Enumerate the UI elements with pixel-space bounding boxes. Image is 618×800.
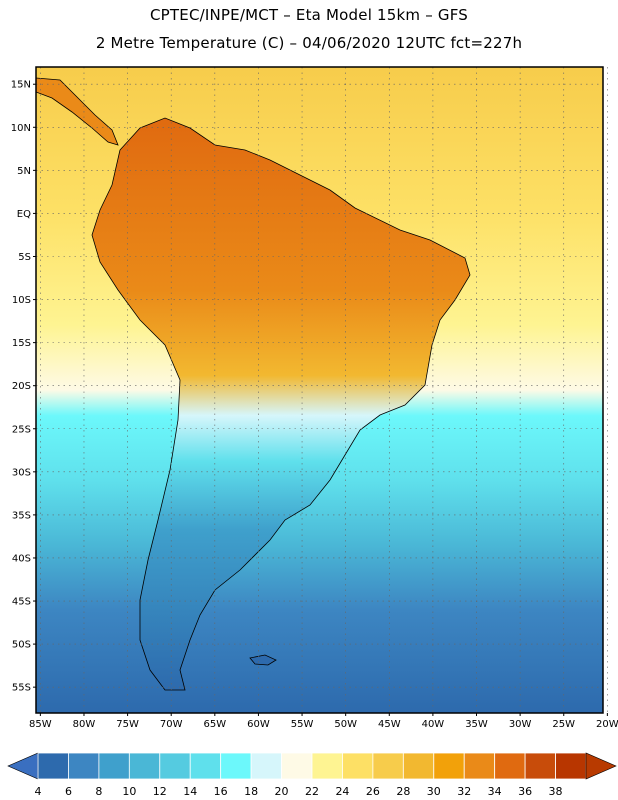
falkland-islands: [249, 654, 277, 666]
colorbar-swatch: [159, 752, 191, 780]
colorbar-tick-label: 6: [65, 785, 72, 798]
colorbar-swatch: [372, 752, 404, 780]
colorbar-tick-label: 32: [457, 785, 471, 798]
colorbar-tick-label: 26: [366, 785, 380, 798]
colorbar-swatch: [128, 752, 161, 780]
lat-tick-label: 40S: [12, 553, 31, 564]
colorbar-tick-label: 12: [153, 785, 167, 798]
colorbar-tick-label: 34: [488, 785, 502, 798]
lat-tick-label: 15S: [12, 338, 31, 349]
colorbar-swatch: [494, 752, 526, 780]
lat-tick-label: 15N: [11, 80, 31, 91]
longitude-labels: 85W 80W 75W 70W 65W 60W 55W 50W 45W 40W 35W 30W 25W 2…: [29, 713, 618, 730]
lon-tick-label: 30W: [509, 719, 532, 730]
colorbar-swatch: [98, 752, 130, 780]
colorbar-tick-label: 22: [305, 785, 319, 798]
colorbar-swatch: [555, 752, 587, 780]
lat-tick-label: 45S: [12, 597, 31, 608]
lon-tick-label: 65W: [204, 719, 227, 730]
lat-tick-label: 20S: [12, 381, 31, 392]
colorbar-swatch: [524, 752, 556, 780]
lon-tick-label: 20W: [596, 719, 618, 730]
lat-tick-label: 55S: [12, 683, 31, 694]
lon-tick-label: 75W: [116, 719, 139, 730]
colorbar-over-arrow: [585, 752, 617, 780]
lat-tick-label: 5S: [18, 252, 31, 263]
colorbar: 4 6 8 10 12 14 16 18 20 22 24 26 28 30 32 34 36 38: [7, 752, 617, 798]
colorbar-tick-label: 38: [549, 785, 563, 798]
colorbar-tick-label: 4: [35, 785, 42, 798]
central-america-landmass: [36, 77, 119, 146]
lon-tick-label: 50W: [334, 719, 357, 730]
colorbar-tick-label: 28: [396, 785, 410, 798]
lon-tick-label: 25W: [552, 719, 575, 730]
lon-tick-label: 40W: [422, 719, 445, 730]
lon-tick-label: 85W: [29, 719, 52, 730]
colorbar-swatch: [220, 752, 252, 780]
latitude-labels: 15N 10N 5N EQ 5S 10S 15S 20S 25S 30S 35S 40S 45S 50S 5…: [11, 80, 36, 694]
lat-tick-label: 50S: [12, 640, 31, 651]
colorbar-tick-label: 20: [275, 785, 289, 798]
colorbar-swatch: [250, 752, 282, 780]
colorbar-swatch: [37, 752, 69, 780]
colorbar-swatch: [189, 752, 222, 780]
chart-subtitle: 2 Metre Temperature (C) – 04/06/2020 12U…: [95, 34, 523, 52]
lon-tick-label: 60W: [247, 719, 270, 730]
colorbar-tick-label: 14: [183, 785, 197, 798]
colorbar-swatch: [402, 752, 435, 780]
lat-tick-label: 10N: [11, 123, 31, 134]
lat-tick-label: EQ: [17, 209, 31, 220]
lat-tick-label: 10S: [12, 295, 31, 306]
chart-title: CPTEC/INPE/MCT – Eta Model 15km – GFS: [150, 6, 468, 24]
colorbar-tick-label: 18: [244, 785, 258, 798]
graticule: [36, 67, 608, 713]
lat-tick-label: 35S: [12, 510, 31, 521]
lon-tick-label: 80W: [73, 719, 96, 730]
lat-tick-label: 25S: [12, 424, 31, 435]
colorbar-tick-label: 30: [427, 785, 441, 798]
colorbar-swatch: [433, 752, 465, 780]
south-america-landmass: [91, 117, 471, 691]
colorbar-under-arrow: [7, 752, 39, 780]
colorbar-tick-label: 36: [518, 785, 532, 798]
lon-tick-label: 70W: [160, 719, 183, 730]
colorbar-tick-label: 8: [95, 785, 102, 798]
colorbar-tick-label: 10: [122, 785, 136, 798]
map-frame: [35, 66, 604, 714]
colorbar-tick-label: 16: [214, 785, 228, 798]
colorbar-swatch: [463, 752, 496, 780]
lat-tick-label: 30S: [12, 467, 31, 478]
colorbar-swatch: [68, 752, 100, 780]
colorbar-swatch: [311, 752, 343, 780]
lat-tick-label: 5N: [17, 166, 31, 177]
colorbar-swatch: [342, 752, 374, 780]
map-field: [36, 67, 603, 713]
lon-tick-label: 45W: [378, 719, 401, 730]
lon-tick-label: 55W: [291, 719, 314, 730]
colorbar-swatch: [281, 752, 313, 780]
lon-tick-label: 35W: [465, 719, 488, 730]
colorbar-tick-label: 24: [335, 785, 349, 798]
